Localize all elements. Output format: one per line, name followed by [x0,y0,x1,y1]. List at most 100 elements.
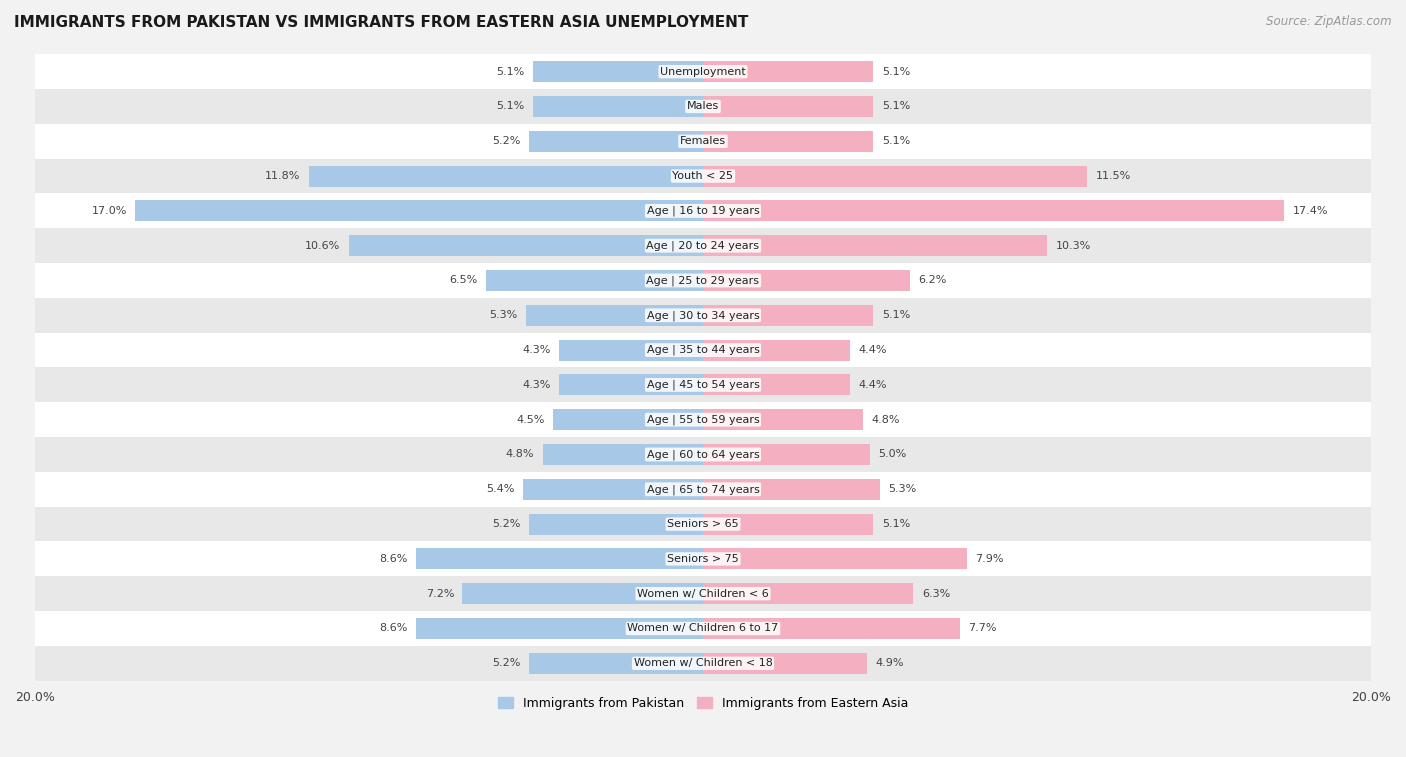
Text: Age | 30 to 34 years: Age | 30 to 34 years [647,310,759,320]
Bar [703,375,851,395]
Bar [703,549,967,569]
Bar [416,618,703,639]
Text: 5.2%: 5.2% [492,519,522,529]
Text: 7.9%: 7.9% [976,554,1004,564]
Text: Women w/ Children < 6: Women w/ Children < 6 [637,589,769,599]
Text: 10.6%: 10.6% [305,241,340,251]
Bar [35,332,1371,367]
Text: 5.0%: 5.0% [879,450,907,459]
Text: Age | 16 to 19 years: Age | 16 to 19 years [647,206,759,217]
Text: 4.3%: 4.3% [523,380,551,390]
Text: Age | 45 to 54 years: Age | 45 to 54 years [647,380,759,390]
Bar [416,549,703,569]
Text: 7.7%: 7.7% [969,624,997,634]
Text: 5.3%: 5.3% [889,484,917,494]
Text: 4.4%: 4.4% [858,345,887,355]
Bar [703,270,910,291]
Text: 4.8%: 4.8% [506,450,534,459]
Bar [526,305,703,326]
Text: 4.9%: 4.9% [875,659,904,668]
Bar [703,61,873,82]
Bar [703,479,880,500]
Text: Age | 25 to 29 years: Age | 25 to 29 years [647,276,759,285]
Text: 5.3%: 5.3% [489,310,517,320]
Bar [703,96,873,117]
Text: 17.0%: 17.0% [91,206,127,216]
Bar [703,305,873,326]
Text: 11.5%: 11.5% [1095,171,1130,181]
Text: Women w/ Children < 18: Women w/ Children < 18 [634,659,772,668]
Bar [703,514,873,534]
Bar [35,159,1371,194]
Bar [560,375,703,395]
Text: 4.4%: 4.4% [858,380,887,390]
Text: Women w/ Children 6 to 17: Women w/ Children 6 to 17 [627,624,779,634]
Text: Seniors > 75: Seniors > 75 [666,554,740,564]
Bar [35,298,1371,332]
Text: 5.2%: 5.2% [492,136,522,146]
Bar [703,410,863,430]
Text: 7.2%: 7.2% [426,589,454,599]
Bar [35,367,1371,402]
Bar [523,479,703,500]
Legend: Immigrants from Pakistan, Immigrants from Eastern Asia: Immigrants from Pakistan, Immigrants fro… [494,692,912,715]
Bar [35,194,1371,229]
Text: Males: Males [688,101,718,111]
Text: 5.1%: 5.1% [882,136,910,146]
Text: Age | 35 to 44 years: Age | 35 to 44 years [647,345,759,355]
Bar [560,340,703,360]
Text: Age | 55 to 59 years: Age | 55 to 59 years [647,414,759,425]
Text: Females: Females [681,136,725,146]
Text: 4.5%: 4.5% [516,415,544,425]
Bar [35,55,1371,89]
Bar [35,506,1371,541]
Bar [35,402,1371,437]
Bar [35,229,1371,263]
Text: 8.6%: 8.6% [380,624,408,634]
Text: 10.3%: 10.3% [1056,241,1091,251]
Bar [486,270,703,291]
Bar [529,653,703,674]
Text: 17.4%: 17.4% [1292,206,1329,216]
Bar [35,472,1371,506]
Bar [35,89,1371,124]
Bar [533,61,703,82]
Text: Seniors > 65: Seniors > 65 [668,519,738,529]
Bar [35,263,1371,298]
Bar [703,444,870,465]
Bar [529,131,703,151]
Bar [529,514,703,534]
Text: 5.1%: 5.1% [496,67,524,76]
Bar [703,618,960,639]
Text: Unemployment: Unemployment [661,67,745,76]
Bar [703,201,1284,221]
Bar [703,340,851,360]
Text: 5.4%: 5.4% [486,484,515,494]
Text: 6.2%: 6.2% [918,276,946,285]
Text: Source: ZipAtlas.com: Source: ZipAtlas.com [1267,15,1392,28]
Bar [533,96,703,117]
Bar [309,166,703,186]
Text: Age | 60 to 64 years: Age | 60 to 64 years [647,449,759,459]
Bar [35,646,1371,681]
Bar [35,576,1371,611]
Text: 4.3%: 4.3% [523,345,551,355]
Bar [703,166,1087,186]
Text: 5.1%: 5.1% [882,310,910,320]
Bar [553,410,703,430]
Text: IMMIGRANTS FROM PAKISTAN VS IMMIGRANTS FROM EASTERN ASIA UNEMPLOYMENT: IMMIGRANTS FROM PAKISTAN VS IMMIGRANTS F… [14,15,748,30]
Bar [35,541,1371,576]
Bar [703,653,866,674]
Bar [35,124,1371,159]
Bar [349,235,703,256]
Bar [35,437,1371,472]
Text: 5.2%: 5.2% [492,659,522,668]
Bar [35,611,1371,646]
Text: 11.8%: 11.8% [266,171,301,181]
Bar [703,583,914,604]
Bar [543,444,703,465]
Text: Age | 20 to 24 years: Age | 20 to 24 years [647,241,759,251]
Text: 6.3%: 6.3% [922,589,950,599]
Text: 5.1%: 5.1% [882,519,910,529]
Text: Youth < 25: Youth < 25 [672,171,734,181]
